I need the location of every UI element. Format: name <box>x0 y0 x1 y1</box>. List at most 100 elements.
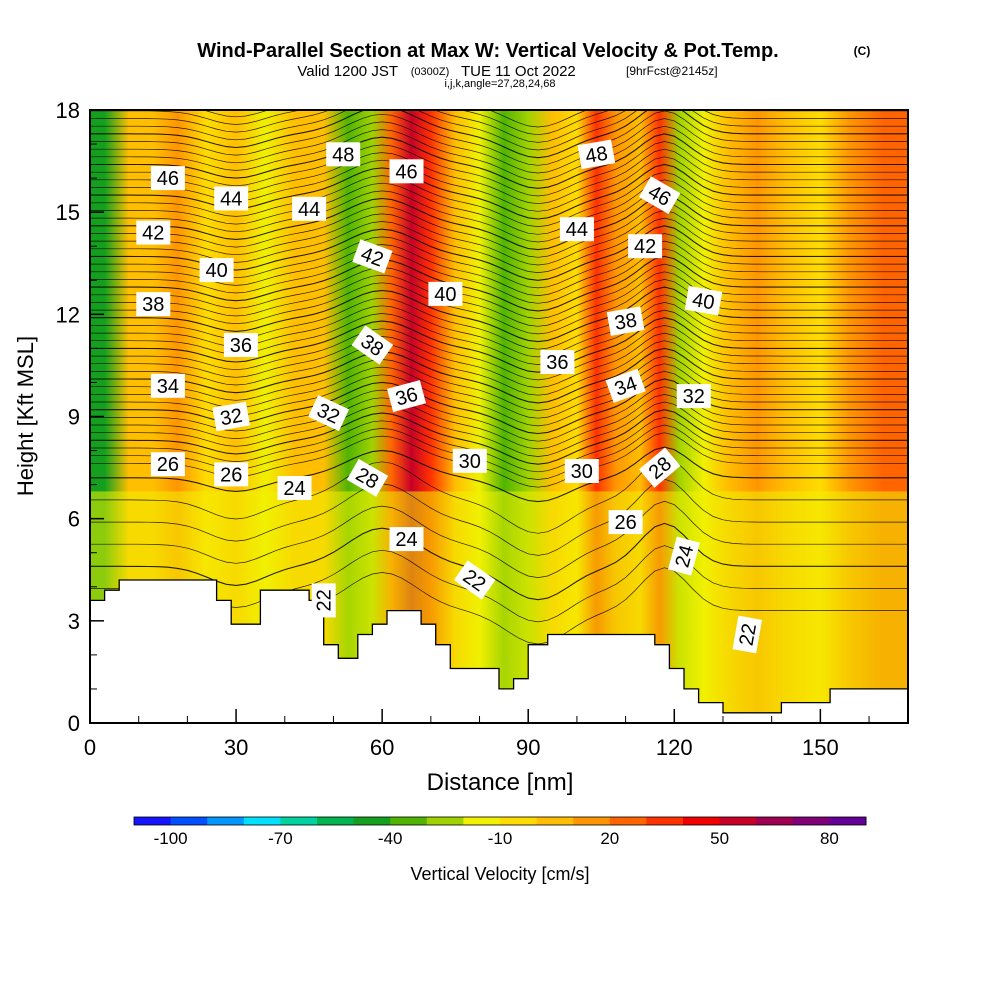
theta-label: 26 <box>214 462 249 487</box>
theta-label-box <box>150 373 185 398</box>
theta-label-box <box>428 281 463 306</box>
y-tick-label: 15 <box>56 200 80 225</box>
theta-label-text: 40 <box>690 289 716 315</box>
x-tick-label: 150 <box>802 735 839 760</box>
theta-contour-line <box>90 171 908 227</box>
theta-label-text: 36 <box>546 352 568 374</box>
theta-label: 42 <box>628 234 663 259</box>
theta-label: 48 <box>577 139 616 170</box>
theta-label-box <box>638 176 681 214</box>
theta-contour-line <box>90 141 908 197</box>
theta-label-text: 38 <box>613 309 639 335</box>
theta-contour-line <box>90 394 908 450</box>
theta-contour-line <box>90 133 908 189</box>
theta-label-text: 24 <box>395 529 417 551</box>
theta-label: 40 <box>199 258 234 283</box>
theta-label-box <box>389 527 424 552</box>
y-axis-title: Height [Kft MSL] <box>13 336 38 496</box>
y-tick-label: 18 <box>56 98 80 123</box>
theta-label-box <box>150 166 185 191</box>
theta-label-box <box>564 459 599 483</box>
theta-label: 36 <box>540 350 575 374</box>
x-axis-title: Distance [nm] <box>427 769 574 796</box>
theta-label: 26 <box>608 510 643 535</box>
colorbar-segment <box>536 817 574 825</box>
grid-indices-label: i,j,k,angle=27,28,24,68 <box>444 78 555 90</box>
theta-label-box <box>389 159 424 184</box>
theta-label-box <box>223 333 258 357</box>
chart-title: Wind-Parallel Section at Max W: Vertical… <box>197 40 778 62</box>
theta-label: 22 <box>732 615 763 654</box>
valid-utc-label: (0300Z) <box>411 66 450 78</box>
theta-label-text: 30 <box>459 451 481 473</box>
theta-label-text: 44 <box>220 189 242 211</box>
theta-label-box <box>605 368 646 403</box>
y-tick-label: 3 <box>68 609 80 634</box>
theta-label-box <box>308 395 350 432</box>
theta-contour-line <box>90 340 908 396</box>
theta-label: 46 <box>150 166 185 191</box>
y-tick-label: 0 <box>68 711 80 736</box>
theta-contour-line <box>90 110 908 151</box>
theta-label-text: 32 <box>683 386 705 408</box>
theta-label-text: 42 <box>142 223 164 245</box>
theta-label: 42 <box>352 239 393 274</box>
theta-label-text: 32 <box>219 405 245 431</box>
colorbar-tick-label: -100 <box>154 829 188 848</box>
theta-label-text: 44 <box>566 219 588 241</box>
theta-contour-line <box>90 347 908 404</box>
theta-label: 46 <box>389 159 424 184</box>
theta-contour-line <box>90 286 908 343</box>
theta-label-box <box>199 258 234 283</box>
theta-contour-line <box>202 110 588 128</box>
theta-label: 44 <box>292 196 327 221</box>
colorbar-segment <box>719 817 757 825</box>
valid-date-label: TUE 11 Oct 2022 <box>461 63 576 80</box>
colorbar-segment <box>463 817 501 825</box>
theta-label: 44 <box>559 217 594 242</box>
theta-label-text: 48 <box>332 144 354 166</box>
colorbar-segment <box>207 817 245 825</box>
theta-label: 24 <box>389 527 424 552</box>
theta-contour-line <box>90 110 908 143</box>
theta-label: 32 <box>212 401 251 432</box>
colorbar-segment <box>573 817 611 825</box>
theta-label-box <box>668 536 700 576</box>
y-tick-label: 12 <box>56 302 80 327</box>
theta-label-box <box>386 380 427 413</box>
theta-label-box <box>292 196 327 221</box>
theta-label-box <box>150 452 185 477</box>
theta-label: 32 <box>676 384 711 409</box>
theta-contour-line <box>90 386 908 442</box>
copyright-mark: (C) <box>854 44 871 58</box>
valid-time-label: Valid 1200 JST <box>297 63 398 80</box>
theta-label-text: 40 <box>205 260 227 282</box>
theta-label: 40 <box>684 285 723 316</box>
theta-label-box <box>559 217 594 242</box>
theta-contour-line <box>90 332 908 388</box>
colorbar-outline <box>133 816 867 826</box>
colorbar: -100 -70 -40 -10 20 50 80 <box>133 816 867 848</box>
theta-label: 36 <box>223 333 258 357</box>
theta-label-box <box>352 239 393 274</box>
theta-label-text: 26 <box>614 512 636 534</box>
theta-contour-line <box>90 240 908 296</box>
theta-label-box <box>351 325 394 365</box>
theta-label: 40 <box>428 281 463 306</box>
theta-contour-line <box>90 317 908 373</box>
colorbar-segment <box>426 817 464 825</box>
theta-contour-line <box>90 522 908 601</box>
y-tick-label: 9 <box>68 405 80 430</box>
theta-label-box <box>676 384 711 409</box>
theta-contour-line <box>90 187 908 243</box>
theta-label: 38 <box>606 306 645 336</box>
theta-label-box <box>212 401 251 432</box>
theta-label-box <box>628 234 663 259</box>
theta-label-text: 46 <box>395 161 417 183</box>
theta-contour-line <box>90 456 908 534</box>
theta-label: 48 <box>326 142 361 167</box>
colorbar-tick-label: -70 <box>268 829 293 848</box>
theta-label-text: 36 <box>230 335 252 357</box>
theta-contour-line <box>90 355 908 411</box>
theta-label-box <box>732 615 763 654</box>
